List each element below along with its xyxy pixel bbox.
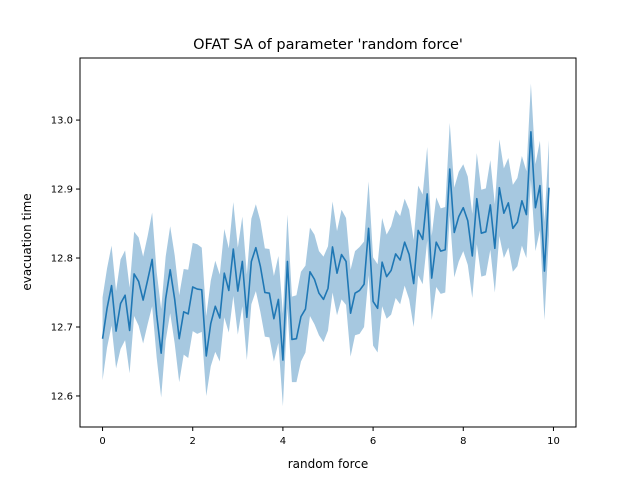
y-tick-label: 12.7 <box>51 322 73 333</box>
x-tick-label: 8 <box>460 436 466 447</box>
y-axis-ticks: 12.6 12.7 12.8 12.9 13.0 <box>51 116 80 402</box>
x-axis-label: random force <box>288 457 369 471</box>
y-tick-label: 12.6 <box>51 391 73 402</box>
x-axis-ticks: 0 2 4 6 8 10 <box>99 427 560 447</box>
y-tick-label: 12.8 <box>51 254 73 265</box>
chart-title: OFAT SA of parameter 'random force' <box>193 37 463 53</box>
confidence-band <box>102 83 549 407</box>
x-tick-label: 6 <box>370 436 376 447</box>
y-tick-label: 13.0 <box>51 116 73 127</box>
y-tick-label: 12.9 <box>51 185 73 196</box>
x-tick-label: 0 <box>99 436 105 447</box>
x-tick-label: 10 <box>547 436 560 447</box>
x-tick-label: 2 <box>190 436 196 447</box>
plot-area <box>101 83 550 407</box>
series-line <box>101 131 550 361</box>
y-axis-label: evacuation time <box>20 193 34 290</box>
x-tick-label: 4 <box>280 436 286 447</box>
axes-frame <box>79 57 577 428</box>
